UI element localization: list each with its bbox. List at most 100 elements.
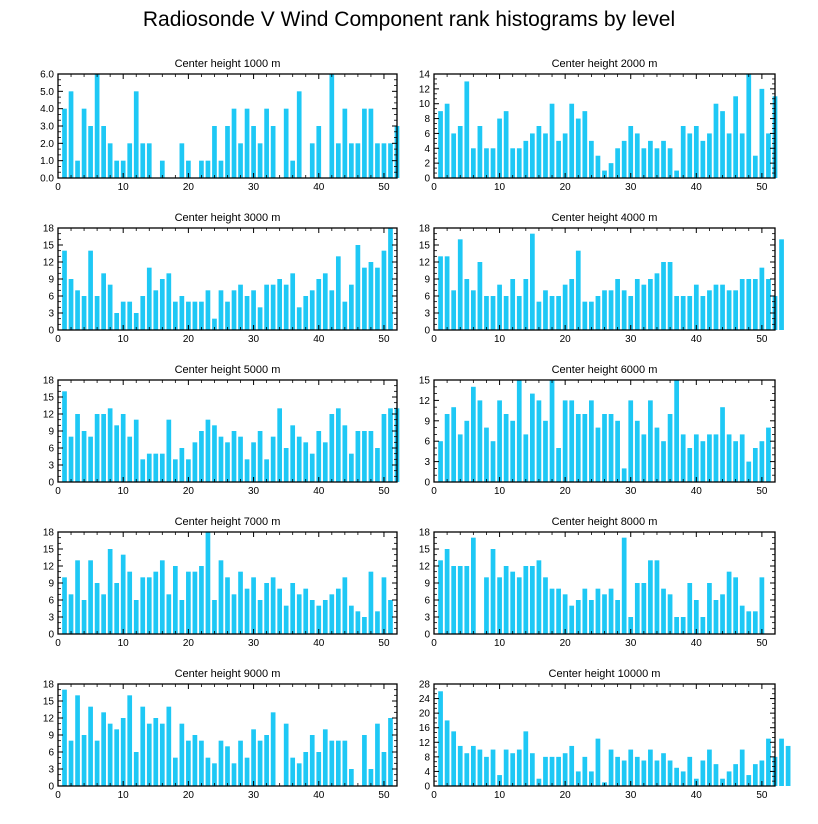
bar xyxy=(316,605,322,634)
bar xyxy=(101,414,106,482)
bar xyxy=(602,414,607,482)
bar xyxy=(140,296,146,330)
bar xyxy=(713,600,719,634)
y-tick-label: 12 xyxy=(419,84,431,95)
y-tick-label: 15 xyxy=(43,393,55,404)
bar xyxy=(608,588,614,634)
bar xyxy=(283,108,289,178)
bar xyxy=(720,284,725,330)
bar xyxy=(375,267,380,330)
bar xyxy=(608,414,614,482)
y-tick-label: 2.0 xyxy=(40,139,54,150)
bar xyxy=(726,571,732,634)
y-tick-label: 8 xyxy=(424,114,430,125)
bar xyxy=(368,769,374,786)
y-tick-label: 6 xyxy=(424,437,430,448)
bar xyxy=(648,560,653,634)
bar xyxy=(661,262,666,330)
bar xyxy=(556,588,561,634)
bar xyxy=(693,434,699,482)
bar xyxy=(444,103,450,178)
x-tick-label: 30 xyxy=(248,182,260,193)
bar xyxy=(166,273,172,330)
bar xyxy=(62,108,67,178)
panel-title: Center height 10000 m xyxy=(549,668,661,680)
bar xyxy=(661,441,666,482)
y-tick-label: 3 xyxy=(48,765,54,776)
bar xyxy=(648,749,653,786)
bar xyxy=(687,448,693,482)
bar xyxy=(375,448,380,482)
bar xyxy=(290,425,296,482)
bar xyxy=(766,279,771,330)
bar xyxy=(238,571,243,634)
bar xyxy=(726,771,732,786)
bar xyxy=(457,239,463,330)
bar xyxy=(641,434,647,482)
bar xyxy=(536,126,542,178)
bar xyxy=(484,756,489,786)
bar xyxy=(283,605,289,634)
x-tick-label: 30 xyxy=(625,182,637,193)
bar xyxy=(316,431,322,482)
bar xyxy=(244,757,250,786)
bar xyxy=(569,103,575,178)
bar xyxy=(693,600,699,634)
y-tick-label: 0 xyxy=(424,174,430,185)
bar xyxy=(654,760,660,786)
bar xyxy=(244,296,250,330)
bar xyxy=(277,279,282,330)
bar xyxy=(687,296,693,330)
bar xyxy=(759,577,765,634)
chart-panel-5: Center height 5000 m 0 3 6 9 12 15 18 0 10 20 30 40 5… xyxy=(43,364,400,497)
x-tick-label: 30 xyxy=(248,334,260,345)
bar xyxy=(477,749,483,786)
bar xyxy=(251,442,256,482)
bar xyxy=(628,126,634,178)
bar xyxy=(530,566,535,634)
bar xyxy=(316,126,322,178)
bar xyxy=(470,290,476,330)
bar xyxy=(88,706,93,786)
bar xyxy=(101,273,106,330)
bar xyxy=(133,419,139,482)
bar xyxy=(81,108,87,178)
bar xyxy=(530,133,535,178)
bar xyxy=(107,723,113,786)
bar xyxy=(349,143,354,178)
bar xyxy=(693,126,699,178)
bar xyxy=(244,459,250,482)
bar xyxy=(342,301,348,330)
bar xyxy=(368,108,374,178)
bar xyxy=(303,588,309,634)
bar xyxy=(470,386,476,482)
bar xyxy=(342,108,348,178)
x-tick-label: 20 xyxy=(560,638,572,649)
y-tick-label: 6.0 xyxy=(40,70,54,81)
bar xyxy=(536,560,542,634)
chart-panel-3: Center height 3000 m 0 3 6 9 12 15 18 0 10 20 30 40 5… xyxy=(43,212,398,345)
bar xyxy=(388,408,393,482)
bar xyxy=(503,111,509,178)
bar xyxy=(438,560,443,634)
y-tick-label: 9 xyxy=(48,579,54,590)
bar xyxy=(388,718,393,786)
bar xyxy=(464,279,470,330)
bar xyxy=(739,133,745,178)
y-tick-label: 0 xyxy=(424,630,430,641)
bar xyxy=(140,577,146,634)
bar xyxy=(335,588,341,634)
bar xyxy=(88,560,93,634)
bar xyxy=(700,296,706,330)
bar xyxy=(484,427,489,482)
bar xyxy=(556,756,561,786)
x-tick-label: 50 xyxy=(756,790,768,801)
bar xyxy=(569,279,575,330)
bar xyxy=(634,420,640,482)
bar xyxy=(562,284,568,330)
y-tick-label: 14 xyxy=(419,70,431,81)
bar xyxy=(752,279,758,330)
bar xyxy=(641,760,647,786)
bar xyxy=(634,583,640,634)
bar xyxy=(179,600,185,634)
